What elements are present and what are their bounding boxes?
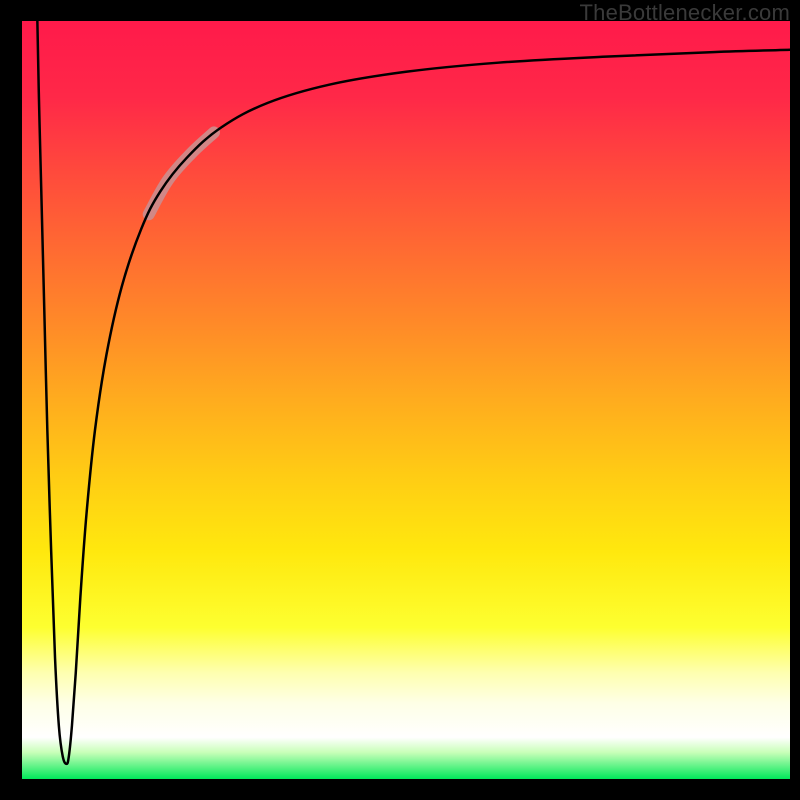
chart-container: TheBottlenecker.com — [0, 0, 800, 800]
highlight-segment — [149, 132, 214, 214]
watermark-text: TheBottlenecker.com — [580, 0, 790, 26]
bottleneck-curve — [37, 21, 790, 764]
curve-svg — [22, 21, 790, 779]
plot-area — [22, 21, 790, 779]
